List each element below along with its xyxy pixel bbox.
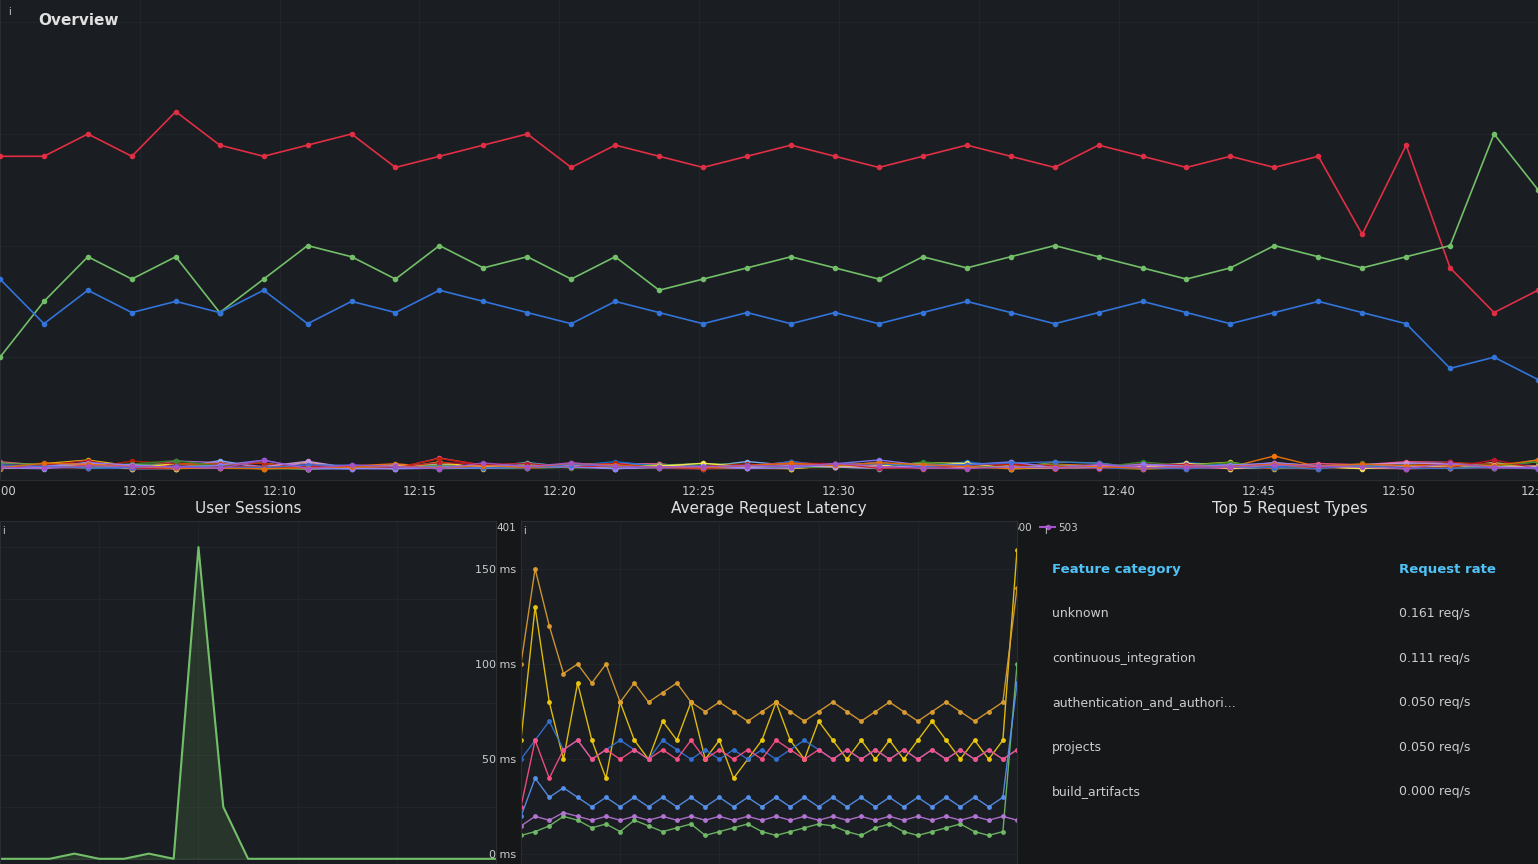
Text: 0.000 req/s: 0.000 req/s bbox=[1400, 785, 1470, 798]
Text: authentication_and_authori...: authentication_and_authori... bbox=[1052, 696, 1235, 709]
Text: 0.050 req/s: 0.050 req/s bbox=[1400, 696, 1470, 709]
Text: i: i bbox=[3, 526, 5, 537]
Text: Request rate: Request rate bbox=[1400, 562, 1496, 575]
Title: Top 5 Request Types: Top 5 Request Types bbox=[1212, 501, 1367, 516]
Text: 0.050 req/s: 0.050 req/s bbox=[1400, 740, 1470, 754]
Text: projects: projects bbox=[1052, 740, 1101, 754]
Text: build_artifacts: build_artifacts bbox=[1052, 785, 1141, 798]
Title: Average Request Latency: Average Request Latency bbox=[671, 501, 867, 516]
Title: User Sessions: User Sessions bbox=[195, 501, 301, 516]
Text: Feature category: Feature category bbox=[1052, 562, 1181, 575]
Text: unknown: unknown bbox=[1052, 607, 1109, 620]
Legend: 200, 201, 202, 204, 301, 302, 303, 304, 307, 400, 401, 403, 404, 405, 406, 409, : 200, 201, 202, 204, 301, 302, 303, 304, … bbox=[5, 519, 1083, 537]
Text: i: i bbox=[1044, 526, 1047, 537]
Text: 0.161 req/s: 0.161 req/s bbox=[1400, 607, 1470, 620]
Text: i: i bbox=[8, 7, 11, 17]
Text: 0.111 req/s: 0.111 req/s bbox=[1400, 651, 1470, 664]
Text: i: i bbox=[523, 526, 526, 537]
Text: continuous_integration: continuous_integration bbox=[1052, 651, 1195, 664]
Text: Overview: Overview bbox=[38, 13, 118, 28]
